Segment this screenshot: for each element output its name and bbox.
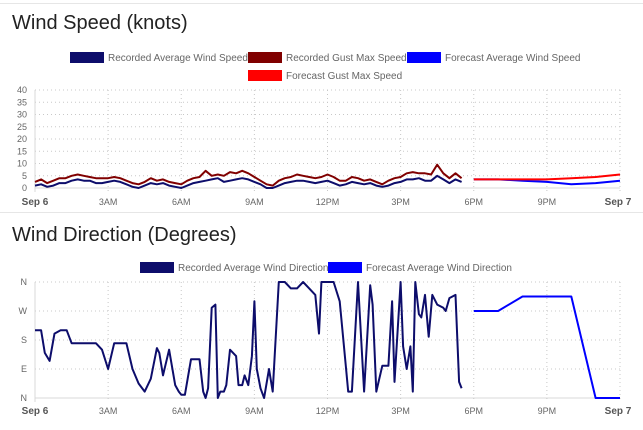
x-tick-label: 12PM [316, 197, 340, 207]
legend-label: Recorded Average Wind Direction [178, 263, 328, 274]
legend-swatch [407, 52, 441, 63]
series-line [34, 174, 462, 189]
wind-direction-chart: Recorded Average Wind Direction Forecast … [19, 262, 632, 417]
legend-label: Recorded Average Wind Speed [108, 53, 248, 64]
top-divider [0, 3, 643, 4]
y-tick-label: W [19, 306, 28, 316]
x-tick-label: 6AM [172, 406, 191, 416]
legend-label: Forecast Average Wind Direction [366, 263, 512, 274]
x-tick-label: 6PM [464, 197, 483, 207]
x-tick-label: 9PM [538, 406, 557, 416]
y-tick-label: 30 [17, 110, 27, 120]
wind-speed-chart: Recorded Average Wind Speed Recorded Gust… [17, 52, 632, 208]
y-tick-label: 35 [17, 97, 27, 107]
x-tick-label: 6PM [464, 406, 483, 416]
legend-label: Forecast Gust Max Speed [286, 71, 402, 82]
x-tick-label: 9PM [538, 197, 557, 207]
x-tick-label: 3AM [99, 197, 118, 207]
y-tick-label: 20 [17, 134, 27, 144]
y-tick-label: N [21, 393, 28, 403]
legend-label: Recorded Gust Max Speed [286, 53, 407, 64]
wind-speed-title: Wind Speed (knots) [12, 12, 188, 34]
series-line [35, 281, 463, 399]
x-tick-label: Sep 7 [605, 406, 632, 417]
section-divider [0, 212, 643, 213]
x-tick-label: 6AM [172, 197, 191, 207]
x-tick-label: 9AM [245, 406, 264, 416]
legend-swatch [248, 52, 282, 63]
legend-swatch [140, 262, 174, 273]
x-tick-label: 3PM [391, 197, 410, 207]
x-tick-label: 3PM [391, 406, 410, 416]
x-tick-label: 12PM [316, 406, 340, 416]
x-tick-label: Sep 6 [22, 197, 49, 208]
wind-direction-title: Wind Direction (Degrees) [12, 224, 237, 246]
x-tick-label: Sep 7 [605, 197, 632, 208]
x-tick-label: 9AM [245, 197, 264, 207]
y-tick-label: 25 [17, 122, 27, 132]
y-tick-label: 15 [17, 146, 27, 156]
series-line [473, 295, 620, 399]
x-tick-label: Sep 6 [22, 406, 49, 417]
legend-label: Forecast Average Wind Speed [445, 53, 580, 64]
y-tick-label: 40 [17, 85, 27, 95]
series-line [34, 163, 463, 187]
legend-swatch [248, 70, 282, 81]
y-tick-label: E [21, 364, 27, 374]
y-tick-label: S [21, 335, 27, 345]
y-tick-label: N [21, 277, 28, 287]
legend-swatch [70, 52, 104, 63]
legend-swatch [328, 262, 362, 273]
y-tick-label: 5 [22, 171, 27, 181]
series-line [473, 173, 621, 181]
y-tick-label: 10 [17, 159, 27, 169]
y-tick-label: 0 [22, 183, 27, 193]
x-tick-label: 3AM [99, 406, 118, 416]
